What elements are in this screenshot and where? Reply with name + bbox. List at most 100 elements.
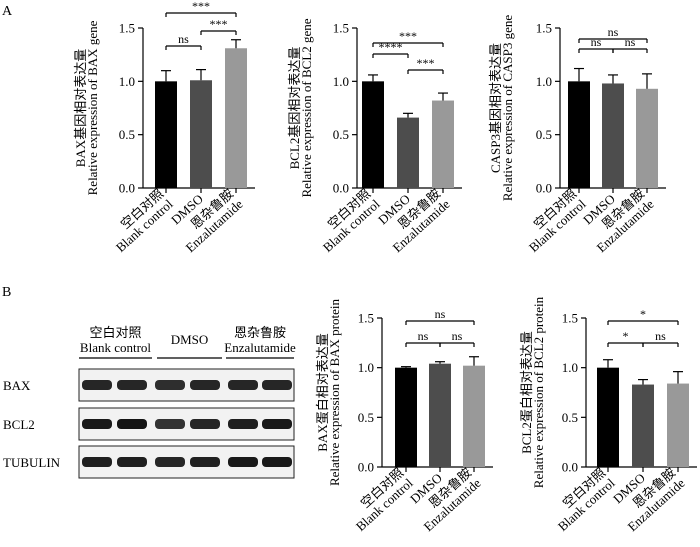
blot-band bbox=[190, 419, 220, 429]
y-tick-label: 0.0 bbox=[333, 181, 349, 196]
bar bbox=[362, 81, 384, 188]
blot-band bbox=[82, 457, 112, 467]
blot-band bbox=[82, 419, 112, 429]
blot-band bbox=[82, 380, 112, 390]
blot-row-label: BCL2 bbox=[3, 417, 35, 432]
y-tick-label: 0.0 bbox=[536, 181, 552, 196]
significance-label: *** bbox=[192, 0, 210, 13]
blot-band bbox=[117, 419, 147, 429]
y-tick-label: 1.5 bbox=[119, 21, 135, 36]
blot-band bbox=[228, 419, 258, 429]
y-tick-label: 0.5 bbox=[562, 410, 578, 425]
y-tick-label: 0.0 bbox=[562, 460, 578, 475]
blot-row-label: BAX bbox=[3, 378, 31, 393]
y-tick-label: 0.5 bbox=[358, 410, 374, 425]
y-tick-label: 1.0 bbox=[536, 74, 552, 89]
blot-row-label: TUBULIN bbox=[3, 455, 61, 470]
bar bbox=[667, 383, 689, 467]
y-tick-label: 1.5 bbox=[358, 311, 374, 326]
y-tick-label: 0.5 bbox=[536, 127, 552, 142]
blot-band bbox=[117, 380, 147, 390]
y-tick-label: 0.0 bbox=[358, 460, 374, 475]
panel-label-a: A bbox=[2, 4, 13, 19]
y-axis-label-line: BAX基因相对表达量 bbox=[73, 49, 88, 167]
blot-band bbox=[228, 457, 258, 467]
significance-label: ns bbox=[452, 329, 463, 343]
y-axis-label-line: BAX蛋白相对表达量 bbox=[315, 333, 330, 451]
blot-group-label: Blank control bbox=[80, 340, 152, 355]
blot-group-label: 空白对照 bbox=[89, 325, 141, 340]
bar bbox=[190, 80, 212, 188]
y-tick-label: 1.0 bbox=[119, 74, 135, 89]
y-tick-label: 1.5 bbox=[562, 311, 578, 326]
bar bbox=[225, 48, 247, 189]
blot-group-label: Enzalutamide bbox=[224, 340, 296, 355]
significance-label: **** bbox=[379, 40, 403, 54]
blot-band bbox=[190, 457, 220, 467]
panel-label-b: B bbox=[2, 285, 11, 300]
y-axis-label-line: BCL2基因相对表达量 bbox=[287, 47, 302, 170]
blot-band bbox=[262, 380, 292, 390]
significance-label: ns bbox=[435, 307, 446, 321]
blot-band bbox=[117, 457, 147, 467]
significance-label: ns bbox=[178, 32, 189, 46]
significance-label: *** bbox=[210, 17, 228, 31]
blot-group-label: DMSO bbox=[171, 332, 209, 347]
blot-band bbox=[155, 419, 185, 429]
y-tick-label: 1.5 bbox=[333, 21, 349, 36]
y-axis-label-line: Relative expression of BCL2 gene bbox=[299, 18, 314, 197]
y-tick-label: 0.5 bbox=[333, 127, 349, 142]
bar bbox=[397, 117, 419, 188]
y-tick-label: 1.0 bbox=[333, 74, 349, 89]
blot-band bbox=[262, 419, 292, 429]
bar bbox=[432, 100, 454, 188]
blot-band bbox=[155, 380, 185, 390]
y-axis-label-line: Relative expression of CASP3 gene bbox=[500, 15, 515, 202]
blot-strip bbox=[78, 368, 295, 402]
y-tick-label: 1.5 bbox=[536, 21, 552, 36]
significance-label: * bbox=[623, 329, 629, 343]
y-axis-label-line: Relative expression of BCL2 protein bbox=[531, 296, 546, 488]
blot-strip bbox=[78, 445, 295, 479]
significance-label: ns bbox=[655, 329, 666, 343]
significance-label: *** bbox=[417, 56, 435, 70]
significance-label: ns bbox=[418, 329, 429, 343]
bar bbox=[429, 363, 451, 467]
y-tick-label: 0.0 bbox=[119, 181, 135, 196]
bar bbox=[568, 81, 590, 188]
bar bbox=[597, 367, 619, 467]
y-tick-label: 0.5 bbox=[119, 127, 135, 142]
blot-band bbox=[155, 457, 185, 467]
y-axis-label-line: Relative expression of BAX gene bbox=[85, 20, 100, 195]
y-tick-label: 1.0 bbox=[358, 360, 374, 375]
y-tick-label: 1.0 bbox=[562, 360, 578, 375]
significance-label: ns bbox=[591, 35, 602, 49]
bar bbox=[632, 384, 654, 467]
blot-band bbox=[190, 380, 220, 390]
blot-strip bbox=[78, 407, 295, 441]
significance-label: ns bbox=[608, 25, 619, 39]
blot-band bbox=[262, 457, 292, 467]
y-axis-label-line: CASP3基因相对表达量 bbox=[488, 43, 503, 173]
y-axis-label-line: BCL2蛋白相对表达量 bbox=[519, 331, 534, 454]
blot-group-label: 恩杂鲁胺 bbox=[234, 325, 286, 340]
significance-label: ns bbox=[625, 35, 636, 49]
blot-band bbox=[228, 380, 258, 390]
significance-label: *** bbox=[399, 29, 417, 43]
bar bbox=[636, 88, 658, 188]
significance-label: * bbox=[640, 307, 646, 321]
bar bbox=[463, 365, 485, 467]
bar bbox=[155, 81, 177, 188]
bar bbox=[602, 83, 624, 188]
